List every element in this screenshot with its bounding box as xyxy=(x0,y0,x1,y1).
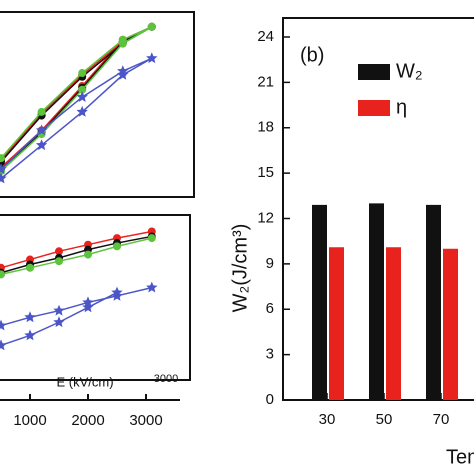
series-line xyxy=(0,57,153,180)
marker xyxy=(24,329,36,341)
inset-frame xyxy=(0,214,191,381)
legend-label: η xyxy=(396,96,407,118)
marker xyxy=(76,91,88,102)
series-line xyxy=(0,237,152,276)
marker xyxy=(146,281,158,293)
marker xyxy=(0,172,7,184)
legend-label: W₂ xyxy=(396,60,423,82)
x-tick-label: 50 xyxy=(376,411,393,428)
marker xyxy=(117,68,129,80)
x-tick-label: 1000 xyxy=(13,412,46,429)
panel-label: (b) xyxy=(300,44,324,66)
marker xyxy=(35,139,48,151)
marker xyxy=(55,257,63,266)
x-tick-label: 70 xyxy=(433,411,450,428)
marker xyxy=(84,250,92,259)
inset-annotation: 3000 xyxy=(154,373,178,385)
marker xyxy=(26,263,34,272)
marker xyxy=(78,69,87,78)
marker xyxy=(0,270,5,279)
marker xyxy=(147,234,156,243)
y-axis-label: W₂(J/cm³) xyxy=(229,224,251,313)
inset-x-label: E (kV/cm) xyxy=(56,374,113,389)
marker xyxy=(37,107,46,116)
bar xyxy=(312,204,327,400)
bar xyxy=(443,248,458,400)
bar xyxy=(386,247,401,400)
marker xyxy=(147,22,156,31)
top-left-frame xyxy=(0,11,195,198)
marker xyxy=(24,311,36,323)
marker xyxy=(35,124,48,136)
series-line xyxy=(0,235,152,274)
x-axis-label: Tem xyxy=(446,446,474,468)
y-tick-label: 0 xyxy=(266,391,274,408)
bar xyxy=(329,247,344,400)
marker xyxy=(111,286,123,298)
marker xyxy=(82,301,94,313)
marker xyxy=(53,316,65,328)
x-tick-label: 2000 xyxy=(71,412,104,429)
y-tick-label: 6 xyxy=(266,300,274,317)
marker xyxy=(118,39,127,48)
x-tick-label: 30 xyxy=(319,411,336,428)
marker xyxy=(78,85,87,94)
marker xyxy=(0,339,7,351)
marker xyxy=(113,242,121,251)
marker xyxy=(0,154,5,163)
marker xyxy=(53,304,65,316)
y-tick-label: 12 xyxy=(257,209,274,226)
series-line xyxy=(0,286,152,327)
legend-swatch xyxy=(358,64,390,80)
marker xyxy=(76,105,88,117)
y-tick-label: 9 xyxy=(266,255,274,272)
bar xyxy=(369,203,384,400)
marker xyxy=(0,319,7,331)
marker xyxy=(0,163,7,175)
legend-swatch xyxy=(358,100,390,116)
series-line xyxy=(0,230,152,269)
y-tick-label: 15 xyxy=(257,164,274,181)
y-tick-label: 24 xyxy=(257,28,274,45)
y-tick-label: 18 xyxy=(257,119,274,136)
bar xyxy=(426,204,441,400)
marker xyxy=(146,52,158,64)
marker xyxy=(55,247,63,256)
y-tick-label: 3 xyxy=(266,346,274,363)
y-tick-label: 21 xyxy=(257,73,274,90)
x-tick-label: 3000 xyxy=(129,412,162,429)
